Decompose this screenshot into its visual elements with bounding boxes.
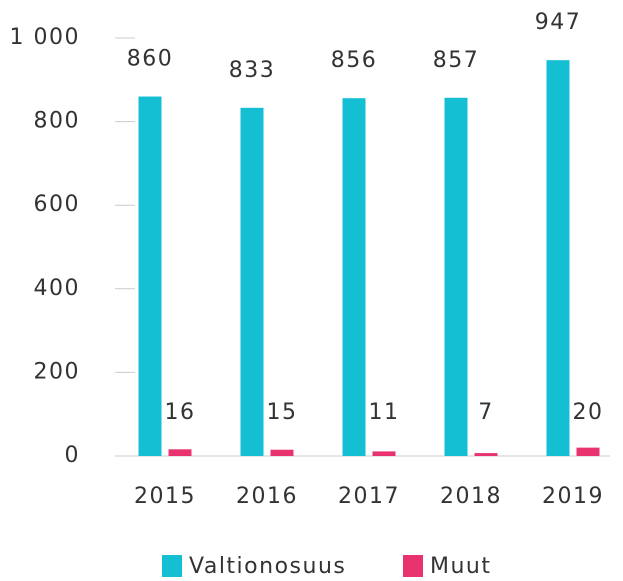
- bar: [372, 451, 396, 456]
- legend-swatch: [403, 555, 423, 577]
- value-label: 833: [229, 58, 276, 83]
- bar: [168, 449, 192, 456]
- x-tick-label: 2015: [134, 484, 196, 509]
- x-tick-label: 2017: [338, 484, 400, 509]
- value-label: 20: [573, 400, 604, 425]
- value-label: 11: [369, 400, 400, 425]
- legend-label: Muut: [430, 554, 492, 579]
- bar: [240, 107, 264, 456]
- bar: [444, 97, 468, 457]
- value-label: 15: [267, 400, 298, 425]
- y-tick-label: 0: [65, 443, 81, 468]
- value-label: 856: [331, 48, 378, 73]
- legend-swatch: [162, 555, 182, 577]
- legend-label: Valtionosuus: [189, 554, 346, 579]
- value-label: 860: [127, 47, 174, 72]
- bar: [138, 96, 162, 457]
- bar: [270, 449, 294, 456]
- bar: [342, 98, 366, 456]
- value-label: 7: [478, 400, 494, 425]
- y-tick-label: 1 000: [10, 25, 80, 50]
- bar: [474, 453, 498, 456]
- value-label: 16: [165, 400, 196, 425]
- bar: [546, 60, 570, 457]
- x-tick-label: 2016: [236, 484, 298, 509]
- x-tick-label: 2019: [542, 484, 604, 509]
- y-tick-label: 200: [34, 359, 81, 384]
- value-label: 857: [433, 48, 480, 73]
- value-label: 947: [535, 10, 582, 35]
- x-tick-label: 2018: [440, 484, 502, 509]
- bar: [576, 447, 600, 456]
- y-tick-label: 400: [34, 276, 81, 301]
- y-tick-label: 800: [34, 109, 81, 134]
- y-tick-label: 600: [34, 192, 81, 217]
